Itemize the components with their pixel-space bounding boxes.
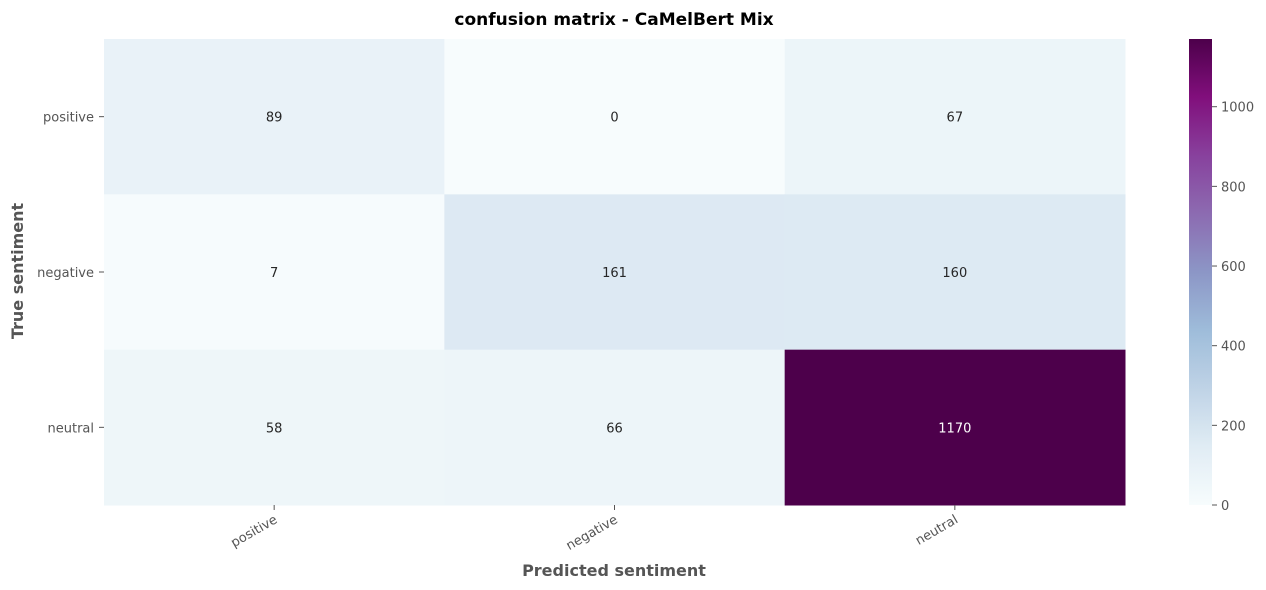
- heatmap-cell: [784, 194, 1126, 351]
- cell-value-label: 58: [266, 421, 283, 436]
- colorbar: 0 200 400 600 800 1000: [1189, 39, 1254, 514]
- cell-value-label: 66: [606, 421, 623, 436]
- x-tick-label: positive: [228, 512, 280, 550]
- colorbar-tick-label: 1000: [1221, 101, 1254, 116]
- x-axis-label: Predicted sentiment: [522, 561, 706, 580]
- colorbar-ticks: 0 200 400 600 800 1000: [1212, 101, 1254, 514]
- heatmap-cell: [444, 194, 786, 351]
- cell-value-label: 7: [270, 266, 278, 281]
- chart-title: confusion matrix - CaMelBert Mix: [454, 10, 773, 30]
- x-tick-label: neutral: [913, 512, 961, 548]
- heatmap-cell: [784, 39, 1126, 195]
- cell-value-label: 0: [610, 111, 618, 126]
- x-tick-label: negative: [564, 512, 621, 553]
- y-tick-label: neutral: [48, 421, 95, 436]
- colorbar-tick-label: 200: [1221, 419, 1246, 434]
- heatmap-cell: [104, 194, 445, 351]
- y-tick-label: positive: [43, 111, 94, 126]
- heatmap-cell: [784, 349, 1126, 506]
- y-tick-label: negative: [37, 266, 94, 281]
- cell-value-label: 89: [266, 111, 283, 126]
- colorbar-tick-label: 400: [1221, 340, 1246, 355]
- colorbar-tick-label: 0: [1221, 499, 1229, 514]
- heatmap-cell: [104, 39, 445, 195]
- heatmap-cell: [104, 349, 445, 506]
- y-tick-labels: positive negative neutral: [37, 111, 104, 436]
- x-tick-labels: positive negative neutral: [228, 505, 961, 554]
- heatmap-cell: [444, 349, 786, 506]
- colorbar-gradient: [1189, 39, 1212, 505]
- cell-value-label: 1170: [938, 421, 971, 436]
- heatmap-cell: [444, 39, 786, 195]
- colorbar-tick-label: 800: [1221, 180, 1246, 195]
- colorbar-tick-label: 600: [1221, 260, 1246, 275]
- cell-value-label: 160: [942, 266, 967, 281]
- cell-value-label: 161: [602, 266, 627, 281]
- heatmap-cells: 89 0 67 7 161 160 58 66 1170: [104, 39, 1126, 506]
- cell-value-label: 67: [947, 111, 964, 126]
- y-axis-label: True sentiment: [8, 202, 27, 339]
